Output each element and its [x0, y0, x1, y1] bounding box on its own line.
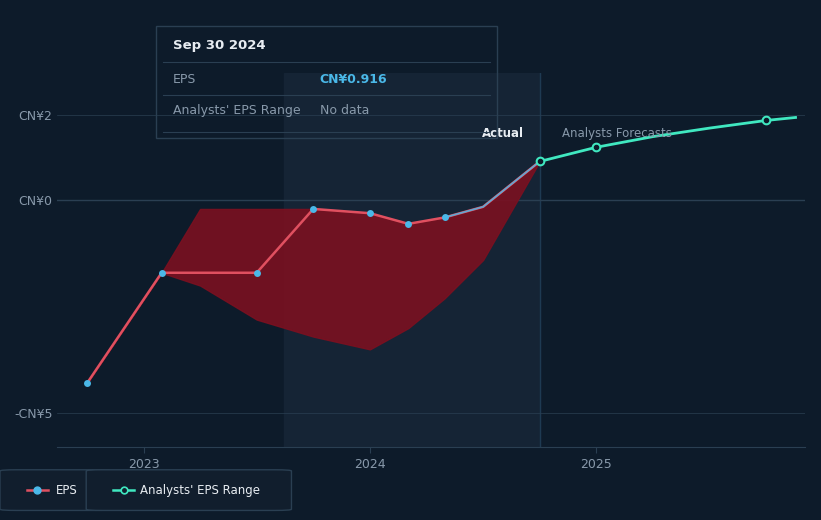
- Text: Actual: Actual: [482, 127, 524, 140]
- Text: EPS: EPS: [56, 484, 77, 497]
- FancyBboxPatch shape: [0, 470, 111, 511]
- Text: EPS: EPS: [173, 73, 196, 86]
- Text: No data: No data: [319, 104, 369, 117]
- Bar: [284, 73, 539, 447]
- FancyBboxPatch shape: [86, 470, 291, 511]
- Text: CN¥0.916: CN¥0.916: [319, 73, 388, 86]
- Text: Analysts' EPS Range: Analysts' EPS Range: [140, 484, 259, 497]
- Text: Sep 30 2024: Sep 30 2024: [173, 40, 266, 53]
- Text: Analysts' EPS Range: Analysts' EPS Range: [173, 104, 300, 117]
- Text: Analysts Forecasts: Analysts Forecasts: [562, 127, 672, 140]
